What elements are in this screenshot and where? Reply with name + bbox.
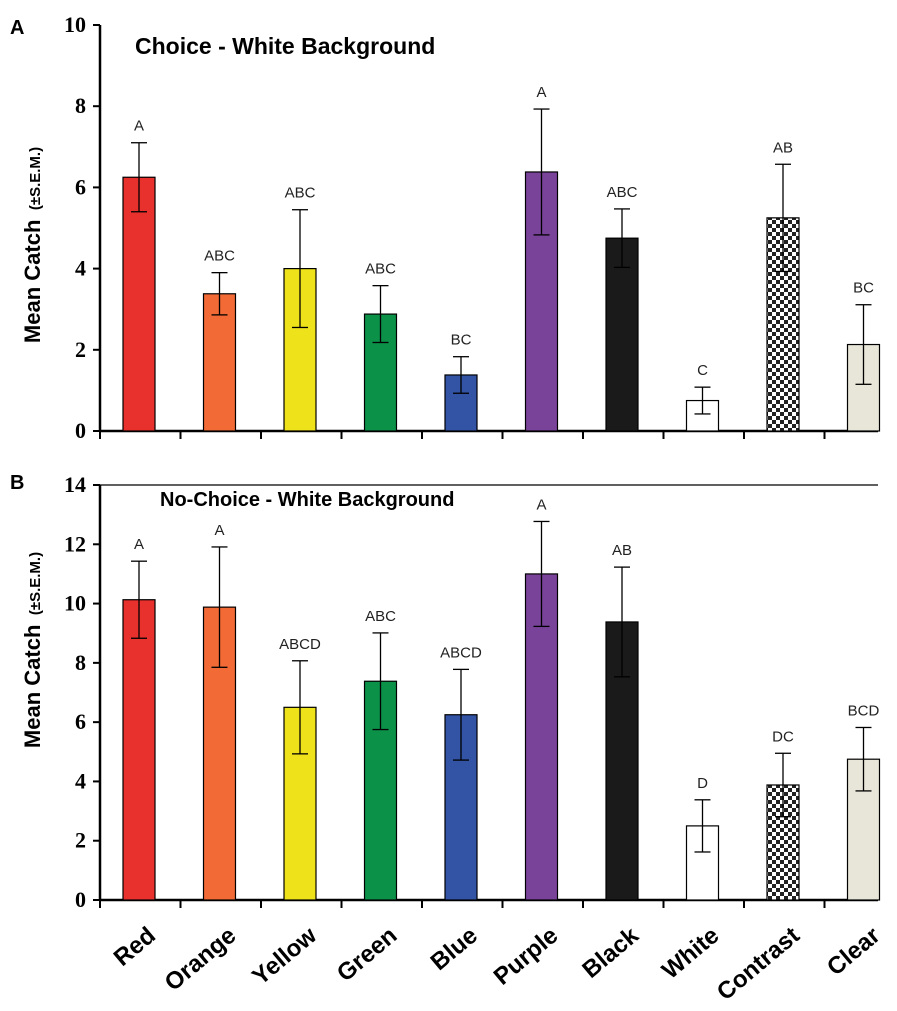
x-category-label: Yellow <box>247 922 322 991</box>
significance-label: ABC <box>204 248 235 265</box>
x-category-label: Red <box>109 922 161 972</box>
significance-label: ABCD <box>279 636 321 653</box>
panel-b-bars: A A ABCD ABC ABCD A AB D DC BCD <box>123 496 880 900</box>
panel-a-letter: A <box>10 17 24 39</box>
y-tick-label: 10 <box>64 591 86 616</box>
significance-label: A <box>134 536 144 553</box>
y-tick-label: 6 <box>75 709 86 734</box>
significance-label: BCD <box>848 702 880 719</box>
x-category-label: Blue <box>426 922 483 976</box>
y-tick-label: 0 <box>75 418 86 443</box>
significance-label: ABC <box>285 185 316 202</box>
significance-label: D <box>697 775 708 792</box>
x-category-label: White <box>657 922 724 985</box>
y-tick-label: 10 <box>64 12 86 37</box>
panel-b-chart: B No-Choice - White Background Mean Catc… <box>10 472 897 912</box>
significance-label: BC <box>451 332 472 349</box>
y-tick-label: 8 <box>75 650 86 675</box>
y-tick-label: 12 <box>64 531 86 556</box>
y-tick-label: 4 <box>75 256 86 281</box>
y-tick-label: 2 <box>75 337 86 362</box>
significance-label: A <box>536 496 546 513</box>
x-category-label: Orange <box>160 922 242 997</box>
x-category-label: Black <box>577 921 644 983</box>
x-category-label: Contrast <box>712 922 805 1006</box>
y-tick-label: 2 <box>75 828 86 853</box>
bar-red <box>123 177 155 431</box>
panel-b-title: No-Choice - White Background <box>160 489 454 511</box>
y-tick-label: 14 <box>64 472 86 497</box>
y-tick-label: 8 <box>75 93 86 118</box>
significance-label: A <box>134 118 144 135</box>
y-tick-label: 6 <box>75 174 86 199</box>
significance-label: DC <box>772 728 794 745</box>
significance-label: AB <box>612 542 632 559</box>
panel-a-bars: A ABC ABC ABC BC A ABC C AB BC <box>123 84 880 431</box>
x-category-label: Purple <box>489 922 564 991</box>
x-category-label: Green <box>332 922 402 987</box>
panel-b-letter: B <box>10 472 24 494</box>
significance-label: ABC <box>607 184 638 201</box>
x-category-label: Clear <box>822 922 885 981</box>
significance-label: ABC <box>365 608 396 625</box>
significance-label: A <box>214 522 224 539</box>
significance-label: C <box>697 362 708 379</box>
significance-label: A <box>536 84 546 101</box>
significance-label: AB <box>773 139 793 156</box>
bar-red <box>123 600 155 900</box>
panel-a-chart: A Choice - White Background Mean Catch (… <box>10 12 897 443</box>
panel-a-title: Choice - White Background <box>135 33 435 59</box>
y-tick-label: 0 <box>75 887 86 912</box>
significance-label: ABC <box>365 261 396 278</box>
significance-label: ABCD <box>440 644 482 661</box>
significance-label: BC <box>853 280 874 297</box>
panel-b-y-axis-label: Mean Catch (±S.E.M.) <box>20 552 45 748</box>
panel-a-y-axis-label: Mean Catch (±S.E.M.) <box>20 147 45 343</box>
y-tick-label: 4 <box>75 768 86 793</box>
